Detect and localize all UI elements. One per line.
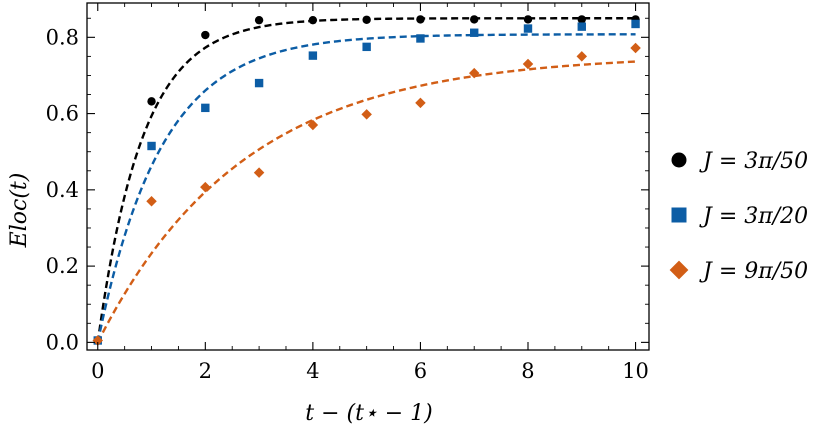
data-point-series-1 (577, 22, 586, 31)
legend-marker-series-1 (671, 207, 687, 223)
data-point-series-2 (200, 181, 211, 193)
x-tick-label: 6 (414, 359, 427, 383)
data-point-series-2 (522, 58, 534, 70)
legend-label-series-2: J = 9π/50 (699, 259, 808, 284)
data-point-series-0 (254, 15, 264, 25)
data-point-series-1 (362, 42, 371, 52)
data-point-series-0 (362, 15, 371, 24)
data-point-series-2 (630, 42, 641, 54)
y-tick-label: 0.2 (46, 254, 79, 278)
fit-curve-series-1 (96, 33, 636, 343)
axis-ticks (87, 3, 649, 350)
fit-curve-series-2 (96, 60, 636, 343)
x-tick-label: 4 (306, 359, 319, 383)
data-point-series-0 (523, 15, 533, 24)
legend-marker-series-2 (669, 260, 689, 280)
data-point-series-0 (577, 15, 586, 24)
y-axis-label: Eloc(t) (7, 173, 32, 249)
data-point-series-0 (308, 15, 318, 25)
legend: J = 3π/50 J = 3π/20 J = 9π/50 (669, 149, 808, 284)
y-tick-label: 0.8 (46, 25, 79, 49)
x-tick-label: 8 (521, 359, 534, 383)
data-point-series-1 (147, 141, 156, 151)
data-point-series-1 (631, 19, 640, 29)
data-point-series-1 (470, 28, 479, 37)
data-point-series-0 (470, 15, 479, 24)
data-point-series-2 (415, 97, 426, 109)
x-tick-label: 0 (91, 359, 104, 383)
legend-label-series-0: J = 3π/50 (699, 149, 808, 174)
data-point-series-2 (253, 167, 265, 178)
tick-labels: 0 2 4 6 8 10 0.0 0.2 0.4 0.6 0.8 (46, 25, 649, 383)
y-tick-label: 0.6 (46, 102, 79, 126)
data-point-series-0 (201, 30, 210, 40)
fit-curves (96, 17, 636, 343)
x-tick-label: 10 (622, 359, 649, 383)
data-point-series-2 (92, 335, 104, 346)
plot-frame (86, 2, 650, 351)
legend-label-series-1: J = 3π/20 (699, 204, 808, 229)
data-points (92, 15, 641, 346)
data-point-series-2 (361, 109, 372, 120)
data-point-series-1 (416, 34, 425, 43)
data-point-series-1 (308, 51, 318, 60)
y-tick-label: 0.0 (46, 330, 79, 354)
data-point-series-1 (201, 103, 210, 113)
y-tick-label: 0.4 (46, 178, 79, 202)
data-point-series-1 (254, 78, 264, 88)
data-point-series-1 (523, 24, 533, 33)
data-point-series-2 (307, 119, 319, 131)
x-tick-label: 2 (199, 359, 212, 383)
data-point-series-2 (146, 196, 157, 207)
legend-marker-series-0 (671, 152, 687, 168)
data-point-series-0 (416, 15, 425, 24)
data-point-series-0 (147, 97, 156, 106)
data-point-series-2 (576, 51, 588, 62)
data-point-series-2 (468, 67, 480, 79)
x-axis-label: t − (t⋆ − 1) (305, 401, 432, 426)
